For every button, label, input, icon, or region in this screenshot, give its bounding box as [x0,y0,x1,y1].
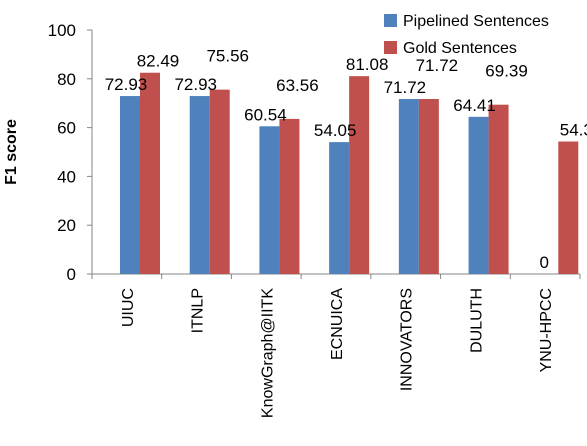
data-label: 64.41 [453,96,496,115]
bar [558,141,579,274]
bar [259,126,280,274]
data-label: 54.3 [560,121,587,140]
x-tick-label: ITNLP [190,288,207,333]
data-label: 54.05 [314,121,357,140]
y-tick-label: 40 [57,167,76,186]
x-tick-label: YNU-HPCC [538,288,555,372]
data-label: 60.54 [244,105,287,124]
x-tick-label: UIUC [120,288,137,327]
legend: Pipelined Sentences Gold Sentences [384,13,549,57]
bar [349,76,370,275]
bar [398,99,419,274]
y-tick-label: 60 [57,119,76,138]
x-tick-label: KnowGraph@IITK [259,288,276,418]
data-label: 72.93 [174,75,217,94]
x-tick-label: ECNUICA [329,288,346,360]
data-label: 81.08 [346,55,389,74]
y-tick-label: 20 [57,216,76,235]
data-labels: 72.93 82.49 72.93 75.56 60.54 63.56 54.05 81.08… [105,47,587,272]
bar [140,72,160,275]
legend-swatch [384,14,397,27]
bar [488,104,509,274]
bar [468,116,489,274]
bars [120,72,579,275]
legend-swatch [384,41,397,54]
data-label: 82.49 [137,52,180,71]
legend-label: Pipelined Sentences [403,13,549,30]
data-label: 0 [540,253,549,272]
data-label: 71.72 [384,78,427,97]
axes: 0 20 40 60 80 100 UIUC ITNLP KnowGraph@IITK ECNUI… [48,21,581,418]
bar [189,96,210,274]
bar [279,118,300,274]
y-axis-title: F1 score [3,119,20,185]
data-label: 63.56 [276,76,319,95]
data-label: 75.56 [206,47,249,66]
bar [329,142,350,274]
data-label: 72.93 [105,75,148,94]
bar [209,89,230,274]
y-tick-label: 80 [57,70,76,89]
legend-label: Gold Sentences [403,40,517,57]
bar [418,99,439,274]
y-tick-label: 100 [48,21,76,40]
x-tick-label: DULUTH [468,288,485,353]
y-tick-label: 0 [67,265,76,284]
data-label: 69.39 [485,62,528,81]
bar [120,96,140,274]
data-label: 71.72 [416,56,459,75]
x-tick-label: INNOVATORS [399,288,416,391]
